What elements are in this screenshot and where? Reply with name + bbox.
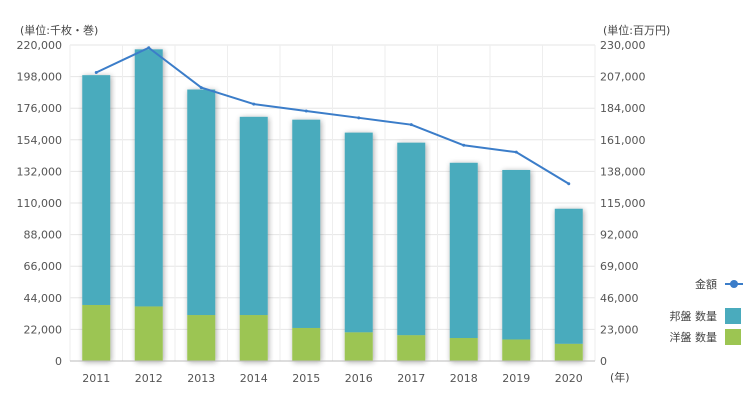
bar-stack xyxy=(554,208,583,361)
amount-point[interactable] xyxy=(357,116,361,120)
bar-foreign[interactable] xyxy=(344,332,373,361)
legend-item-amount[interactable]: 金額 xyxy=(655,275,743,293)
bar-stack xyxy=(187,89,216,361)
right-axis-tick-label: 161,000 xyxy=(600,134,646,147)
bar-domestic[interactable] xyxy=(449,162,478,339)
right-axis-tick-label: 69,000 xyxy=(600,260,639,273)
bar-stack xyxy=(292,119,321,361)
bar-domestic[interactable] xyxy=(502,169,531,340)
right-axis-tick-label: 0 xyxy=(600,355,607,368)
bar-domestic[interactable] xyxy=(134,49,163,307)
x-axis-unit: (年) xyxy=(610,370,630,384)
bar-stack xyxy=(239,116,268,361)
x-axis-tick-label: 2017 xyxy=(397,372,425,385)
left-axis-tick-label: 176,000 xyxy=(17,102,63,115)
bar-foreign[interactable] xyxy=(292,327,321,361)
right-axis-tick-label: 115,000 xyxy=(600,197,646,210)
left-axis-tick-label: 0 xyxy=(55,355,62,368)
bar-domestic[interactable] xyxy=(292,119,321,328)
bar-domestic[interactable] xyxy=(397,142,426,336)
x-axis-tick-label: 2011 xyxy=(82,372,110,385)
bar-stack xyxy=(449,162,478,361)
bar-domestic[interactable] xyxy=(554,208,583,344)
bar-domestic[interactable] xyxy=(239,116,268,316)
left-axis-tick-label: 198,000 xyxy=(17,71,63,84)
bar-stack xyxy=(82,75,111,361)
bar-domestic[interactable] xyxy=(82,75,111,305)
legend-swatch-domestic xyxy=(725,308,741,324)
right-axis-tick-label: 184,000 xyxy=(600,102,646,115)
bar-foreign[interactable] xyxy=(134,306,163,361)
left-axis-tick-label: 154,000 xyxy=(17,134,63,147)
bar-foreign[interactable] xyxy=(187,315,216,361)
right-axis-tick-label: 138,000 xyxy=(600,165,646,178)
left-axis-tick-label: 88,000 xyxy=(24,229,63,242)
bar-stack xyxy=(344,132,373,361)
bar-stack xyxy=(397,142,426,361)
legend-label-foreign: 洋盤 数量 xyxy=(669,331,718,344)
x-axis-tick-label: 2018 xyxy=(450,372,478,385)
left-axis-tick-label: 220,000 xyxy=(17,39,63,52)
bar-stack xyxy=(502,169,531,361)
left-axis-tick-label: 66,000 xyxy=(24,260,63,273)
right-axis-tick-label: 46,000 xyxy=(600,292,639,305)
x-axis-tick-label: 2012 xyxy=(135,372,163,385)
amount-point[interactable] xyxy=(304,109,308,113)
left-axis-tick-label: 110,000 xyxy=(17,197,63,210)
bar-foreign[interactable] xyxy=(554,343,583,361)
amount-point[interactable] xyxy=(252,102,256,106)
amount-point[interactable] xyxy=(462,143,466,147)
left-axis-tick-label: 22,000 xyxy=(24,323,63,336)
left-axis-unit: (単位:千枚・巻) xyxy=(20,23,98,37)
legend-item-foreign[interactable]: 洋盤 数量 xyxy=(655,328,741,346)
legend-swatch-foreign xyxy=(725,329,741,345)
amount-line[interactable] xyxy=(95,46,570,185)
left-axis-tick-label: 44,000 xyxy=(24,292,63,305)
amount-point[interactable] xyxy=(409,123,413,127)
right-axis-tick-label: 230,000 xyxy=(600,39,646,52)
line-marker-icon xyxy=(725,280,743,288)
bar-stack xyxy=(134,49,163,361)
bar-foreign[interactable] xyxy=(502,339,531,361)
left-axis-tick-label: 132,000 xyxy=(17,165,63,178)
bar-domestic[interactable] xyxy=(344,132,373,333)
legend-label-domestic: 邦盤 数量 xyxy=(669,310,718,323)
amount-point[interactable] xyxy=(199,86,203,90)
legend-item-domestic[interactable]: 邦盤 数量 xyxy=(655,307,741,325)
legend-label-amount: 金額 xyxy=(695,278,717,291)
line-series xyxy=(94,46,571,186)
right-axis-tick-label: 92,000 xyxy=(600,229,639,242)
bar-series xyxy=(82,49,583,361)
x-axis-tick-label: 2019 xyxy=(502,372,530,385)
right-axis-unit: (単位:百万円) xyxy=(603,23,670,37)
x-axis-tick-label: 2020 xyxy=(555,372,583,385)
x-axis-tick-label: 2014 xyxy=(240,372,268,385)
amount-point[interactable] xyxy=(147,46,151,50)
bar-foreign[interactable] xyxy=(239,315,268,361)
axes: 0 22,000 44,000 66,000 88,000 110,000 132,000 1… xyxy=(17,39,646,385)
bar-domestic[interactable] xyxy=(187,89,216,316)
amount-point[interactable] xyxy=(514,150,518,154)
bar-foreign[interactable] xyxy=(82,304,111,361)
right-axis-tick-label: 23,000 xyxy=(600,323,639,336)
x-axis-tick-label: 2015 xyxy=(292,372,320,385)
amount-point[interactable] xyxy=(567,182,571,186)
x-axis-tick-label: 2016 xyxy=(345,372,373,385)
amount-point[interactable] xyxy=(94,70,98,74)
bar-foreign[interactable] xyxy=(397,335,426,361)
x-axis-tick-label: 2013 xyxy=(187,372,215,385)
bar-foreign[interactable] xyxy=(449,338,478,361)
right-axis-tick-label: 207,000 xyxy=(600,71,646,84)
